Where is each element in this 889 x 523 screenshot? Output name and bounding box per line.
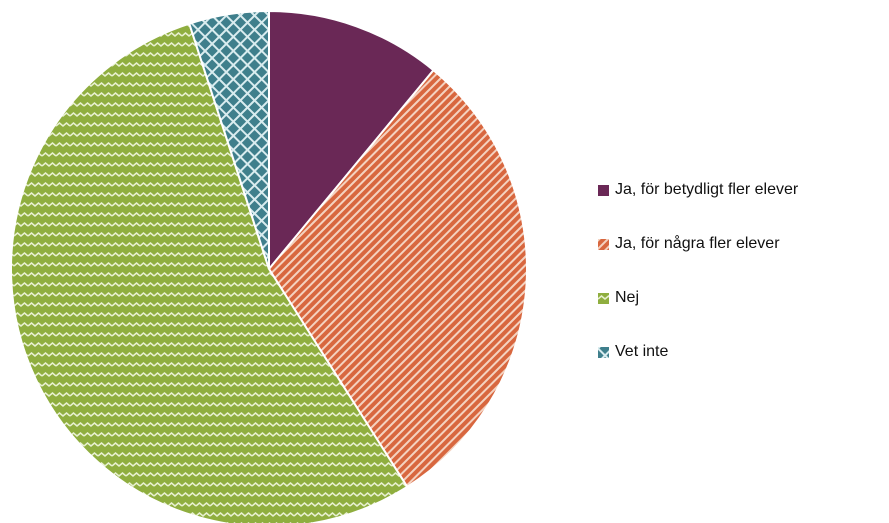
legend-item-ja-for-nagra-fler-elever: Ja, för några fler elever: [598, 234, 888, 254]
legend-item-nej: Nej: [598, 288, 888, 308]
legend-swatch: [598, 184, 609, 196]
pie-slices: [10, 9, 528, 523]
chart-legend: Ja, för betydligt fler elever Ja, för någ…: [598, 180, 888, 396]
pie-slice-vet-inte: [188, 9, 270, 270]
legend-item-vet-inte: Vet inte: [598, 342, 888, 362]
legend-label: Nej: [615, 289, 640, 306]
legend-swatch: [598, 292, 609, 304]
legend-label: Ja, för betydligt fler elever: [615, 181, 799, 198]
legend-label: Ja, för några fler elever: [615, 235, 780, 252]
pie-slice-ja-for-nagra-fler-elever: [267, 68, 528, 489]
legend-item-ja-for-betydligt-fler-elever: Ja, för betydligt fler elever: [598, 180, 888, 200]
legend-label: Vet inte: [615, 343, 669, 360]
legend-swatch: [598, 238, 609, 250]
pie-slice-nej: [10, 22, 409, 523]
legend-swatch: [598, 346, 609, 358]
pie-slice-ja-for-betydligt-fler-elever: [268, 9, 435, 272]
